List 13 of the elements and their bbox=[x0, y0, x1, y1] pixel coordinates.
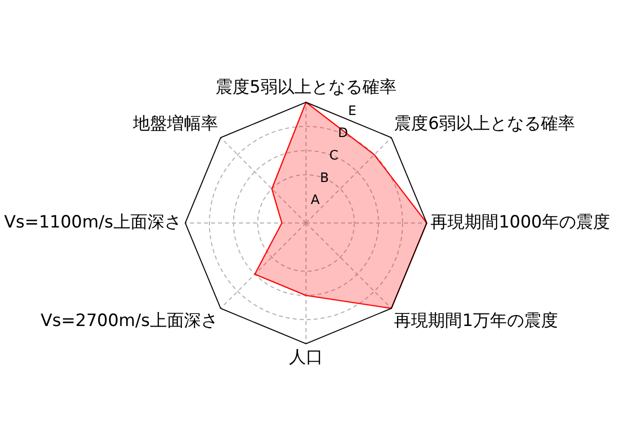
spoke-label: 震度6弱以上となる確率 bbox=[394, 114, 576, 134]
spoke-label: 再現期間1万年の震度 bbox=[394, 310, 558, 331]
spoke-label: 再現期間1000年の震度 bbox=[430, 212, 610, 232]
spoke-label: 地盤増幅率 bbox=[132, 114, 218, 134]
y-tick-label: B bbox=[320, 170, 329, 186]
spoke-label: 震度5弱以上となる確率 bbox=[216, 77, 396, 98]
spoke-label: Vs=2700m/s上面深さ bbox=[40, 310, 218, 331]
y-tick-label: D bbox=[338, 126, 348, 142]
y-tick-label: A bbox=[310, 193, 320, 208]
spoke-label: Vs=1100m/s上面深さ bbox=[4, 212, 182, 232]
spoke-label: 人口 bbox=[289, 347, 323, 368]
y-tick-label: C bbox=[329, 148, 338, 164]
y-tick-label: E bbox=[348, 104, 356, 119]
